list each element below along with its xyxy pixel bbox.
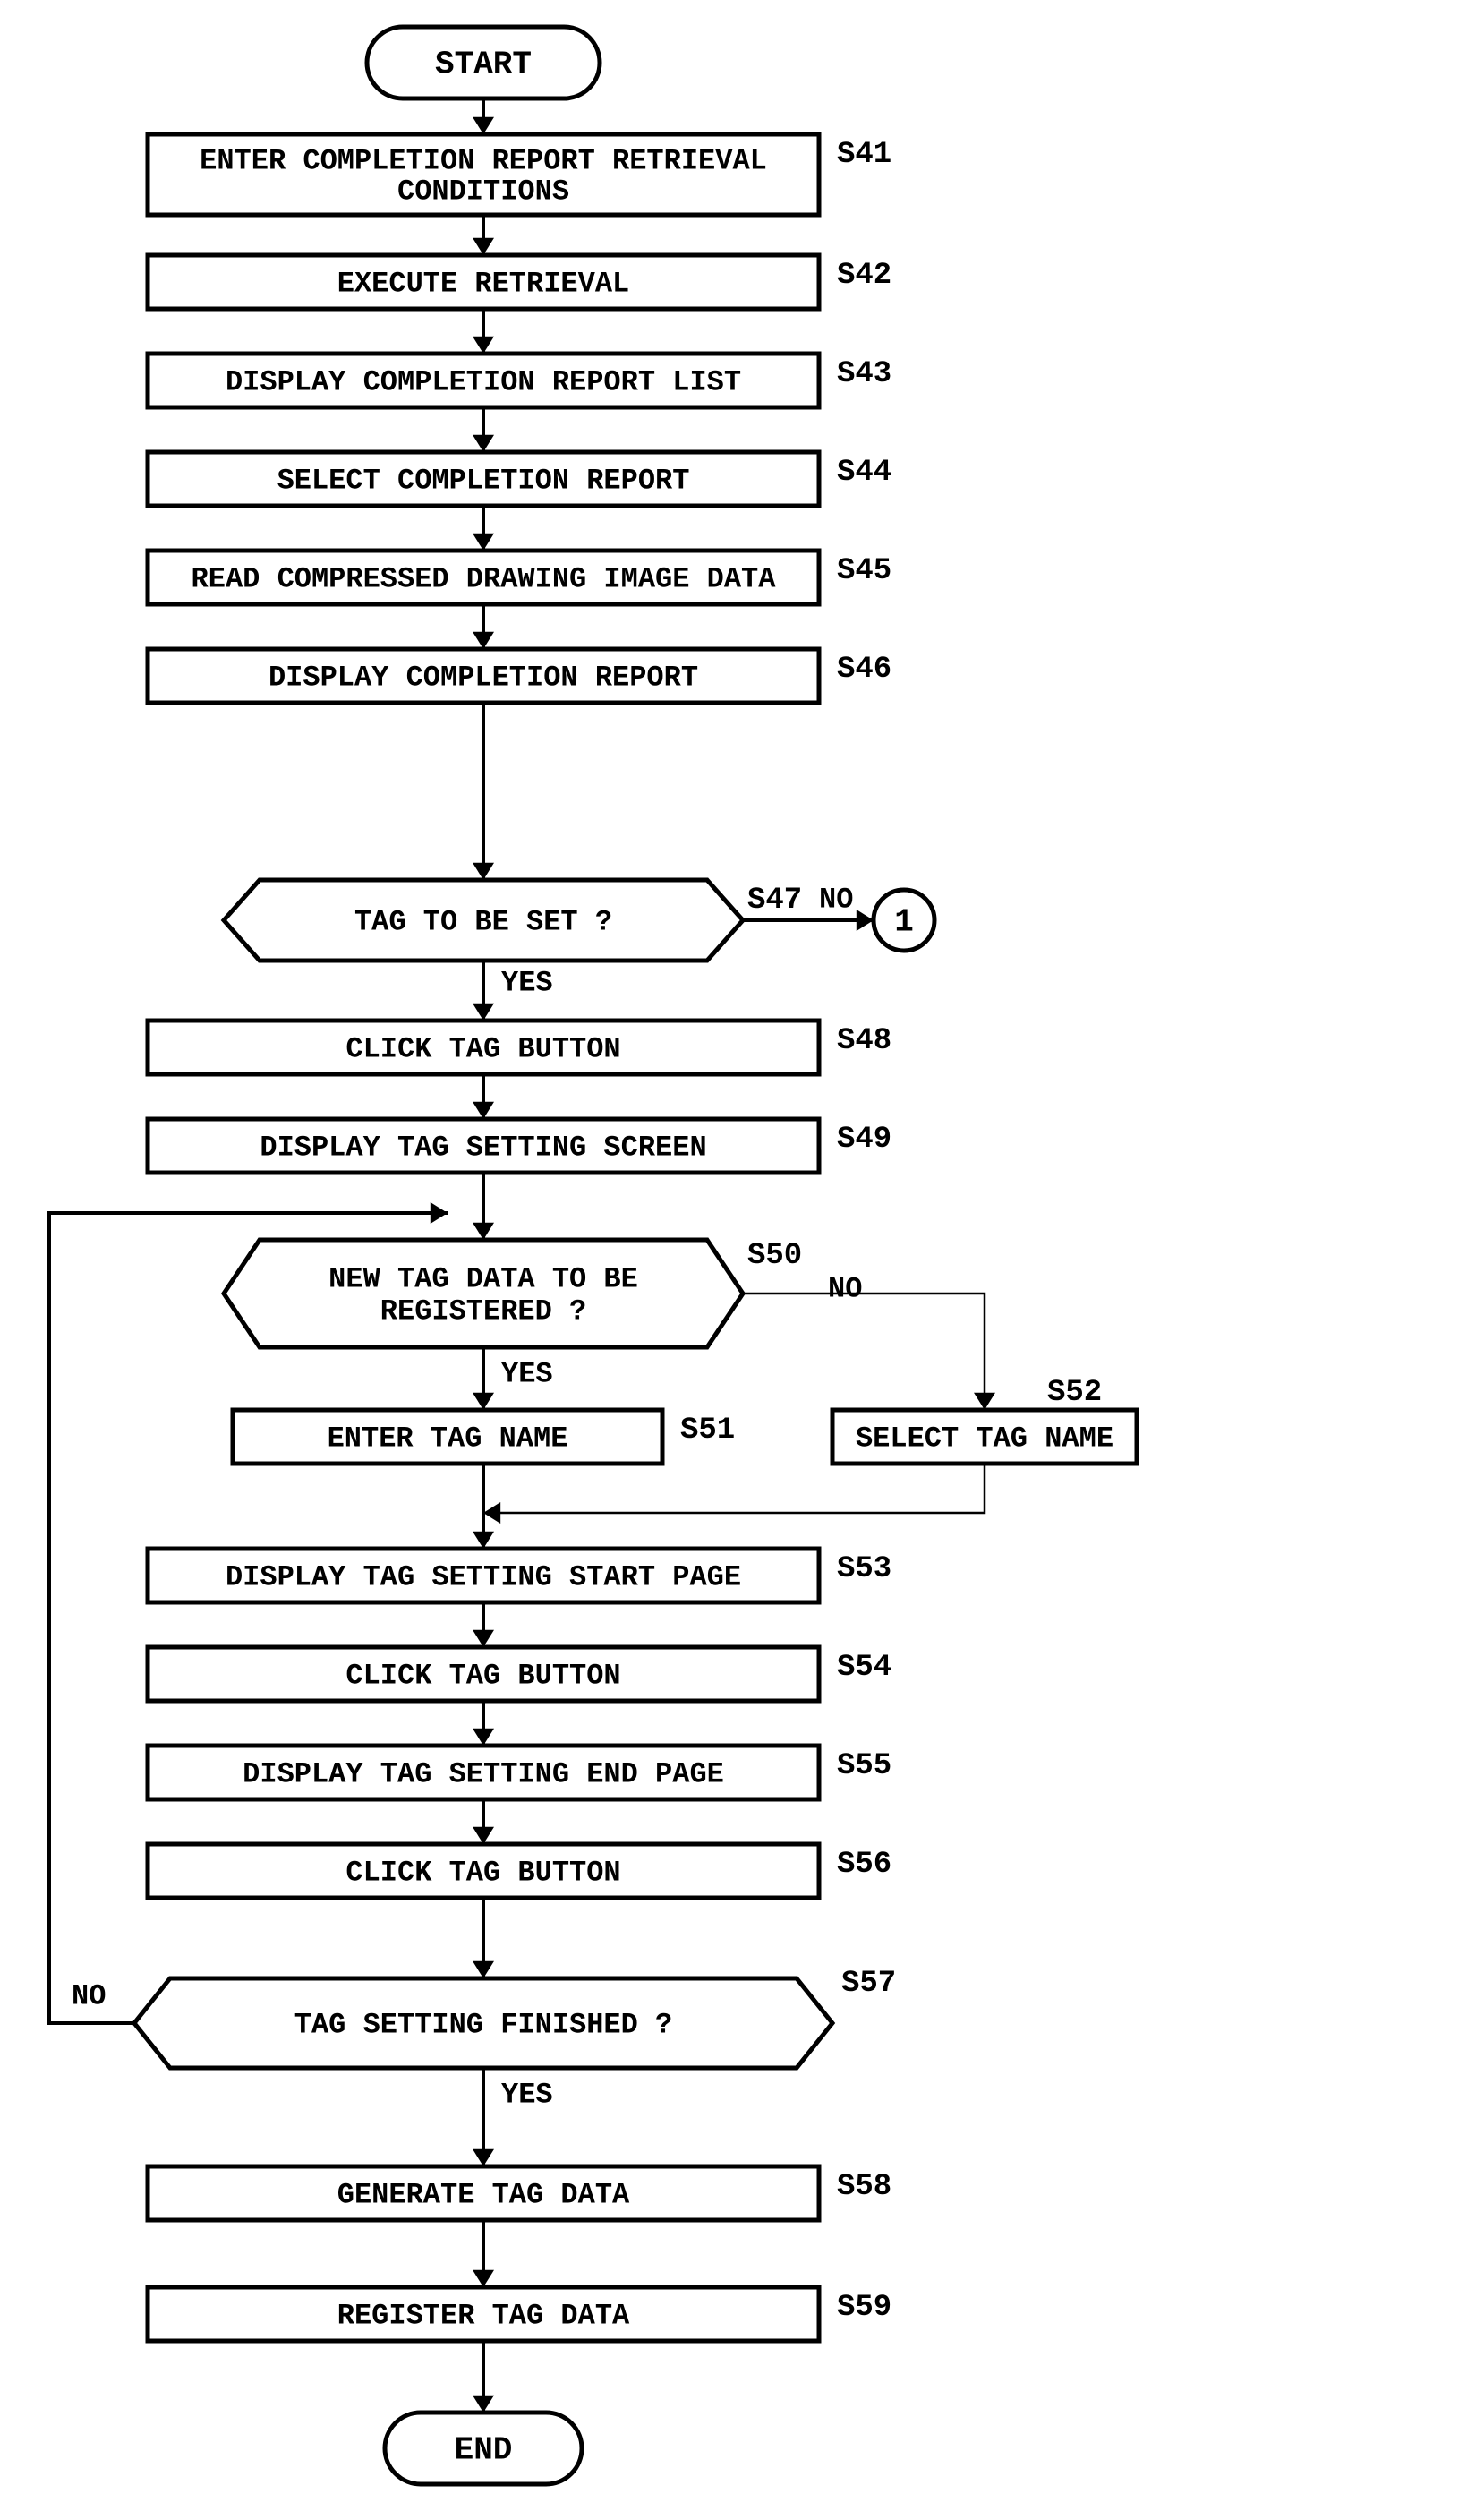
svg-text:SELECT COMPLETION REPORT: SELECT COMPLETION REPORT [277,464,690,497]
svg-text:EXECUTE RETRIEVAL: EXECUTE RETRIEVAL [337,267,629,300]
flowchart-diagram: START ENTER COMPLETION REPORT RETRIEVALCO… [0,0,1484,2511]
svg-text:DISPLAY TAG SETTING START PAGE: DISPLAY TAG SETTING START PAGE [226,1560,741,1593]
svg-text:S42: S42 [837,259,891,293]
svg-text:DISPLAY TAG SETTING SCREEN: DISPLAY TAG SETTING SCREEN [260,1131,706,1164]
svg-text:S41: S41 [837,138,891,172]
svg-text:YES: YES [501,2078,553,2111]
svg-text:YES: YES [501,966,553,999]
svg-text:REGISTER TAG DATA: REGISTER TAG DATA [337,2299,630,2332]
svg-text:DISPLAY COMPLETION REPORT LIST: DISPLAY COMPLETION REPORT LIST [226,365,741,398]
svg-text:DISPLAY COMPLETION REPORT: DISPLAY COMPLETION REPORT [269,661,698,694]
svg-text:CONDITIONS: CONDITIONS [397,175,569,208]
svg-text:S58: S58 [837,2170,891,2204]
svg-text:NO: NO [828,1272,862,1305]
svg-text:S46: S46 [837,653,891,687]
svg-text:NEW TAG DATA TO BE: NEW TAG DATA TO BE [328,1262,638,1295]
svg-text:S51: S51 [680,1414,735,1448]
svg-text:S47: S47 [747,884,802,918]
svg-text:S50: S50 [747,1239,802,1273]
svg-text:REGISTERED ?: REGISTERED ? [380,1294,586,1328]
svg-text:S56: S56 [837,1848,891,1882]
svg-text:ENTER TAG NAME: ENTER TAG NAME [328,1422,568,1455]
svg-text:1: 1 [894,904,914,941]
svg-text:TAG SETTING FINISHED ?: TAG SETTING FINISHED ? [294,2008,672,2041]
svg-text:S54: S54 [837,1651,891,1685]
svg-text:CLICK TAG BUTTON: CLICK TAG BUTTON [345,1856,620,1889]
svg-text:GENERATE TAG DATA: GENERATE TAG DATA [337,2178,630,2211]
svg-text:SELECT TAG NAME: SELECT TAG NAME [856,1422,1113,1455]
svg-text:S53: S53 [837,1552,891,1586]
svg-text:S44: S44 [837,456,891,490]
svg-text:ENTER COMPLETION REPORT RETRIE: ENTER COMPLETION REPORT RETRIEVAL [200,144,767,177]
svg-text:START: START [435,47,532,83]
svg-text:S59: S59 [837,2291,891,2325]
svg-text:NO: NO [72,1979,106,2012]
svg-text:S48: S48 [837,1024,891,1058]
svg-text:NO: NO [819,883,853,916]
svg-text:S57: S57 [841,1967,896,2001]
svg-text:CLICK TAG BUTTON: CLICK TAG BUTTON [345,1032,620,1065]
svg-text:CLICK TAG BUTTON: CLICK TAG BUTTON [345,1659,620,1692]
svg-text:S55: S55 [837,1749,891,1783]
svg-text:TAG TO BE SET ?: TAG TO BE SET ? [354,905,612,938]
svg-text:READ COMPRESSED DRAWING IMAGE: READ COMPRESSED DRAWING IMAGE DATA [192,562,777,595]
svg-text:YES: YES [501,1357,553,1390]
svg-text:DISPLAY TAG SETTING END PAGE: DISPLAY TAG SETTING END PAGE [243,1757,724,1790]
svg-text:END: END [455,2432,513,2469]
svg-text:S43: S43 [837,357,891,391]
svg-text:S49: S49 [837,1123,891,1157]
svg-text:S52: S52 [1047,1376,1102,1410]
svg-text:S45: S45 [837,554,891,588]
